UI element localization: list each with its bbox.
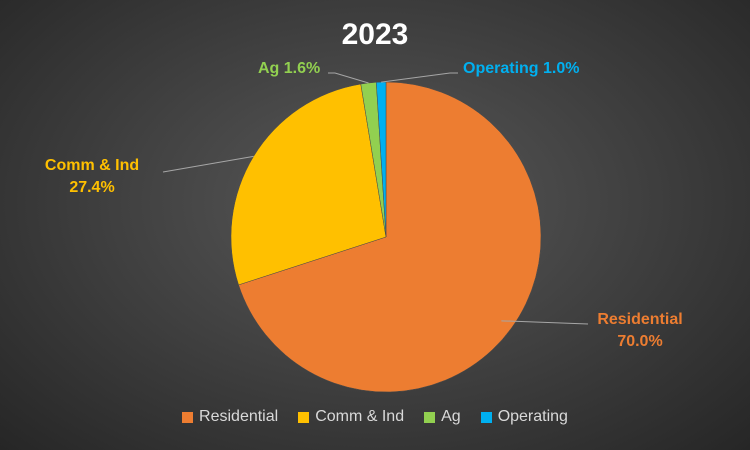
pie-slices	[230, 81, 542, 393]
legend-label-ag: Ag	[441, 408, 461, 425]
data-label-ag-value: 1.6%	[283, 60, 321, 77]
data-label-operating-category: Operating	[463, 60, 539, 77]
leader-lines	[162, 72, 589, 325]
leader-line-residential	[501, 320, 589, 325]
data-label-ag: Ag 1.6%	[258, 58, 320, 80]
chart-title: 2023	[341, 18, 409, 51]
leader-line-comm-ind	[162, 155, 254, 173]
data-label-comm-ind-category: Comm & Ind	[44, 157, 140, 174]
data-label-ag-category: Ag	[258, 60, 280, 77]
pie-slice-operating	[376, 81, 387, 238]
data-label-operating: Operating 1.0%	[463, 58, 579, 80]
pie-slice-residential	[238, 81, 542, 393]
legend-item-comm-ind: Comm & Ind	[298, 408, 404, 426]
legend-swatch-comm-ind	[298, 411, 310, 423]
data-label-comm-ind-value: 27.4%	[69, 179, 115, 196]
legend-item-operating: Operating	[480, 408, 568, 426]
legend-swatch-ag	[424, 411, 436, 423]
data-label-comm-ind: Comm & Ind 27.4%	[42, 155, 142, 199]
data-label-operating-value: 1.0%	[543, 60, 580, 77]
leader-line-operating	[381, 72, 458, 83]
legend-label-residential: Residential	[199, 408, 279, 425]
legend-label-comm-ind: Comm & Ind	[315, 408, 405, 425]
legend-swatch-operating	[480, 411, 492, 423]
data-label-residential-category: Residential	[597, 311, 683, 328]
data-label-residential: Residential 70.0%	[592, 309, 688, 353]
legend-item-ag: Ag	[424, 408, 461, 426]
legend-item-residential: Residential	[182, 408, 278, 426]
leader-line-ag	[328, 72, 369, 84]
legend-swatch-residential	[182, 411, 194, 423]
data-label-residential-value: 70.0%	[617, 333, 663, 350]
legend: Residential Comm & Ind Ag Operating	[0, 408, 750, 426]
legend-label-operating: Operating	[497, 408, 568, 425]
